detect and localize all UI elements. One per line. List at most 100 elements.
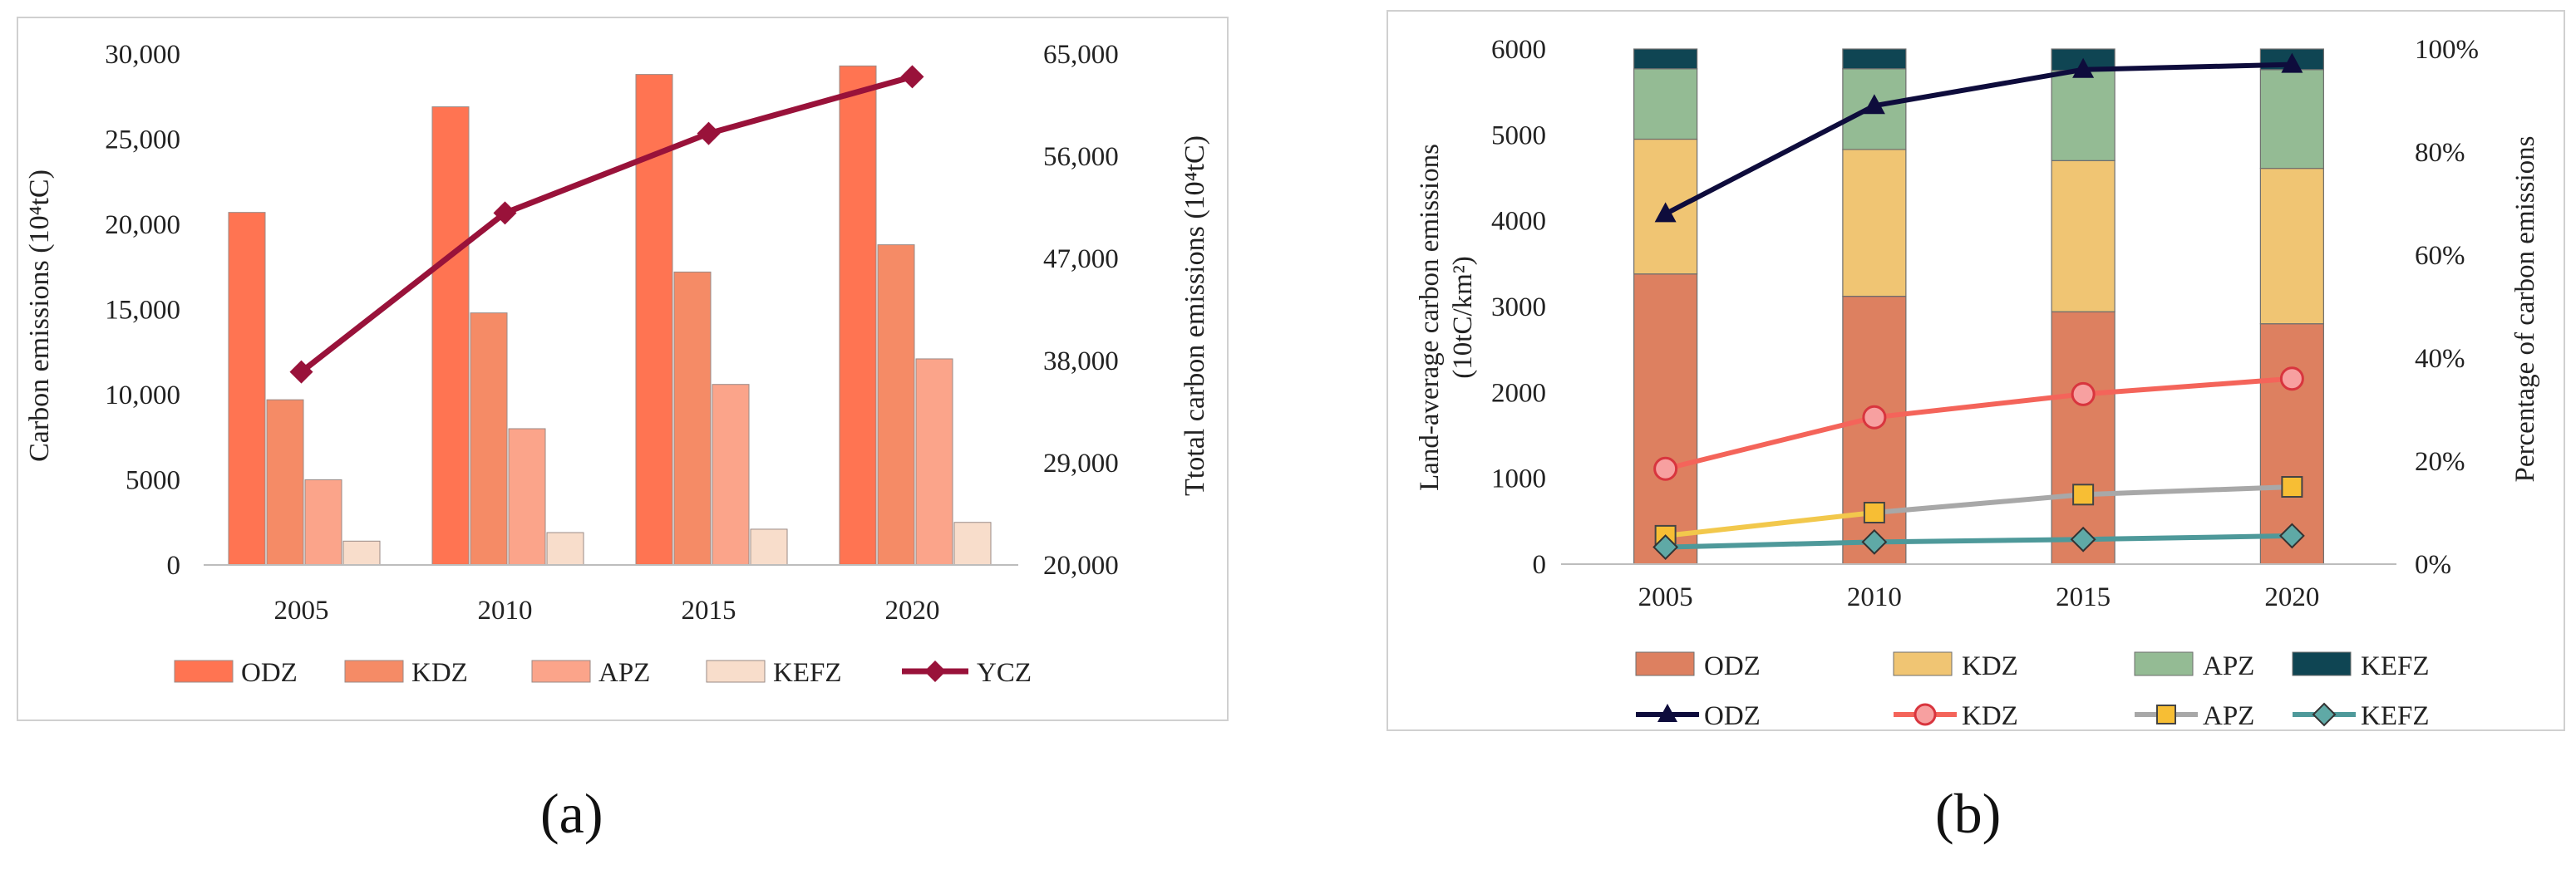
chart-b-y-left-tick: 4000 <box>1491 207 1546 237</box>
chart-a-point-ycz-2015 <box>697 121 721 145</box>
chart-b-line-kefz <box>1665 533 2293 550</box>
chart-b-y-left-tick: 0 <box>1533 550 1547 580</box>
chart-b-point-apz-2020 <box>2281 476 2303 498</box>
chart-a-bar-apz-2010 <box>508 428 546 566</box>
chart-b-legend-line-label-odz: ODZ <box>1704 701 1761 731</box>
chart-b-legend-bar-label-kefz: KEFZ <box>2361 651 2430 681</box>
chart-a-y-left-tick: 30,000 <box>105 40 180 70</box>
chart-b-bar-odz-2005 <box>1633 273 1698 565</box>
chart-b-point-odz-2005 <box>1654 202 1677 223</box>
chart-b-bar-kdz-2010 <box>1842 149 1907 297</box>
chart-a-legend-label-apz: APZ <box>598 658 650 688</box>
chart-b-legend-bar-swatch-kefz <box>2292 651 2352 676</box>
chart-a: 0 5000 10,000 15,000 20,000 25,000 30,000 20,00… <box>17 17 1229 721</box>
chart-b-point-odz-2020 <box>2281 52 2303 73</box>
chart-b-legend-bar-label-kdz: KDZ <box>1962 651 2018 681</box>
chart-b-legend-marker-kdz <box>1914 703 1937 726</box>
chart-a-y-right-tick: 65,000 <box>1043 40 1119 70</box>
chart-b-x-tick-2020: 2020 <box>2264 582 2319 612</box>
chart-b-bar-apz-2020 <box>2259 69 2324 169</box>
chart-a-y-left-tick: 20,000 <box>105 210 180 240</box>
chart-b-y-right-tick: 0% <box>2415 550 2451 580</box>
chart-a-bar-odz-2005 <box>228 212 266 566</box>
chart-a-y-left-tick: 10,000 <box>105 381 180 410</box>
chart-a-legend-swatch-apz <box>531 660 591 683</box>
chart-a-point-ycz-2010 <box>493 201 517 225</box>
chart-b-line-kdz <box>1664 376 2293 472</box>
chart-a-bar-odz-2020 <box>839 65 877 566</box>
chart-b-x-tick-2010: 2010 <box>1847 582 1902 612</box>
chart-b-legend-bar-swatch-odz <box>1635 651 1695 676</box>
chart-a-legend-label-kdz: KDZ <box>411 658 468 688</box>
chart-b-y-right-tick: 100% <box>2415 35 2479 65</box>
chart-a-legend-label-odz: ODZ <box>241 658 298 688</box>
chart-b-y-left-tick: 1000 <box>1491 464 1546 494</box>
chart-b-legend-line-label-apz: APZ <box>2203 701 2254 731</box>
chart-a-y-right-label: Ttotal carbon emissions (10⁴tC) <box>1180 135 1210 496</box>
chart-b-bar-odz-2015 <box>2051 311 2115 565</box>
chart-b-line-odz <box>1664 61 2293 217</box>
chart-a-point-ycz-2005 <box>289 360 313 384</box>
chart-a-y-left-tick: 5000 <box>126 466 180 496</box>
chart-a-line-ycz <box>299 73 914 375</box>
chart-a-y-left-label: Carbon emissions (10⁴tC) <box>24 169 55 462</box>
chart-b-point-kefz-2020 <box>2278 523 2305 549</box>
chart-b-point-kdz-2020 <box>2279 366 2304 391</box>
chart-a-point-ycz-2020 <box>900 65 924 89</box>
chart-b-bar-apz-2015 <box>2051 70 2115 161</box>
chart-b-point-kdz-2010 <box>1862 405 1887 430</box>
chart-a-bar-apz-2005 <box>304 479 342 566</box>
chart-a-legend-swatch-odz <box>174 660 234 683</box>
chart-a-y-right-tick: 29,000 <box>1043 449 1119 479</box>
chart-a-x-tick-2015: 2015 <box>682 596 736 626</box>
chart-b-legend-line-label-kdz: KDZ <box>1962 701 2018 731</box>
chart-a-y-right-tick: 38,000 <box>1043 346 1119 376</box>
chart-b-y-right-tick: 60% <box>2415 241 2465 271</box>
chart-b-bar-kdz-2015 <box>2051 160 2115 312</box>
panel-label-a: (a) <box>540 782 603 845</box>
chart-b-y-right-tick: 80% <box>2415 138 2465 168</box>
chart-a-bar-apz-2015 <box>712 384 750 566</box>
chart-b-y-left-tick: 5000 <box>1491 120 1546 150</box>
chart-b-point-apz-2010 <box>1863 502 1885 523</box>
chart-b-point-kdz-2015 <box>2071 381 2096 406</box>
chart-b-x-tick-2005: 2005 <box>1638 582 1693 612</box>
chart-b-line-apz-segment-start <box>1665 510 1875 538</box>
chart-b-point-odz-2010 <box>1863 94 1885 115</box>
chart-b-y-right-label: Percentage of carbon emissions <box>2510 136 2540 483</box>
chart-b-point-kdz-2005 <box>1653 456 1678 481</box>
chart-b-point-odz-2015 <box>2072 57 2095 78</box>
chart-a-bar-kefz-2010 <box>546 532 584 566</box>
chart-b-legend-marker-apz <box>2156 705 2176 724</box>
chart-b-y-right-tick: 20% <box>2415 447 2465 477</box>
chart-a-legend-swatch-kefz <box>706 660 766 683</box>
chart-b-bar-kdz-2020 <box>2259 168 2324 325</box>
chart-a-bar-kefz-2015 <box>750 528 788 566</box>
chart-a-legend-swatch-kdz <box>344 660 404 683</box>
chart-a-x-tick-2020: 2020 <box>885 596 940 626</box>
panel-label-b: (b) <box>1935 782 2002 845</box>
chart-b-bar-apz-2005 <box>1633 68 1698 140</box>
chart-b-legend-bar-swatch-kdz <box>1893 651 1953 676</box>
chart-a-bar-odz-2010 <box>431 106 470 566</box>
chart-a-y-right-tick: 56,000 <box>1043 142 1119 172</box>
chart-a-bar-kdz-2005 <box>266 399 304 566</box>
chart-b-frame <box>1387 10 2565 731</box>
chart-b-legend-marker-kefz <box>2312 702 2337 727</box>
chart-a-bar-kefz-2005 <box>342 540 381 566</box>
chart-b-point-apz-2015 <box>2072 484 2095 506</box>
chart-a-x-tick-2010: 2010 <box>478 596 533 626</box>
chart-b-legend-line-label-kefz: KEFZ <box>2361 701 2430 731</box>
chart-a-bar-kefz-2020 <box>953 522 992 566</box>
chart-b-y-left-label-line2: (10tC/km²) <box>1448 256 1478 378</box>
chart-b-point-kefz-2010 <box>1861 528 1888 555</box>
chart-a-y-right-tick: 47,000 <box>1043 244 1119 274</box>
chart-a-bar-apz-2020 <box>915 358 953 566</box>
chart-b: 0 1000 2000 3000 4000 5000 6000 0% 20% 40% 60% 80% 1… <box>1387 10 2565 731</box>
chart-b-y-left-tick: 3000 <box>1491 292 1546 322</box>
chart-b-point-kefz-2015 <box>2070 526 2096 552</box>
chart-b-bar-kefz-2010 <box>1842 48 1907 70</box>
chart-b-legend-bar-label-odz: ODZ <box>1704 651 1761 681</box>
chart-b-y-left-tick: 2000 <box>1491 378 1546 408</box>
chart-a-frame <box>17 17 1229 721</box>
